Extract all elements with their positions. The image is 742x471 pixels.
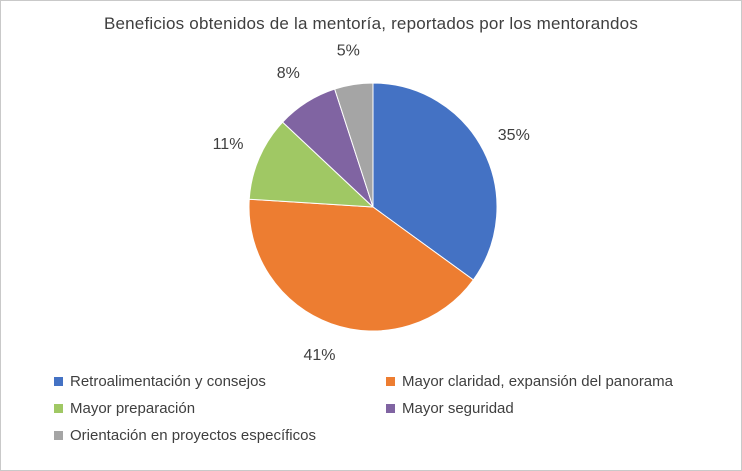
pie-percent-label-4: 5% bbox=[337, 42, 360, 59]
pie-slice-0 bbox=[372, 82, 498, 281]
legend-swatch-icon bbox=[54, 377, 63, 386]
legend-swatch-icon bbox=[54, 431, 63, 440]
pie-percent-label-0: 35% bbox=[498, 127, 530, 144]
pie-slice-4 bbox=[334, 82, 374, 208]
legend-item-1: Mayor claridad, expansión del panorama bbox=[386, 373, 673, 390]
pie-chart: 35% 41% 11% 8% 5% bbox=[213, 42, 530, 364]
legend-swatch-icon bbox=[54, 404, 63, 413]
legend-label: Orientación en proyectos específicos bbox=[70, 427, 316, 444]
legend-item-0: Retroalimentación y consejos bbox=[54, 373, 386, 390]
pie-percent-label-3: 8% bbox=[277, 65, 300, 82]
legend-item-4: Orientación en proyectos específicos bbox=[54, 427, 386, 444]
legend-item-3: Mayor seguridad bbox=[386, 400, 673, 417]
legend-item-2: Mayor preparación bbox=[54, 400, 386, 417]
legend-label: Retroalimentación y consejos bbox=[70, 373, 266, 390]
legend-label: Mayor claridad, expansión del panorama bbox=[402, 373, 673, 390]
legend-label: Mayor seguridad bbox=[402, 400, 514, 417]
pie-percent-label-1: 41% bbox=[303, 347, 335, 364]
pie-slice-2 bbox=[248, 121, 375, 208]
legend-label: Mayor preparación bbox=[70, 400, 196, 417]
legend: Retroalimentación y consejos Mayor clarid… bbox=[54, 373, 673, 444]
pie-slice-1 bbox=[248, 198, 475, 332]
legend-swatch-icon bbox=[386, 404, 395, 413]
chart-title: Beneficios obtenidos de la mentoría, rep… bbox=[103, 14, 639, 33]
pie-percent-label-2: 11% bbox=[213, 136, 244, 153]
legend-swatch-icon bbox=[386, 377, 395, 386]
